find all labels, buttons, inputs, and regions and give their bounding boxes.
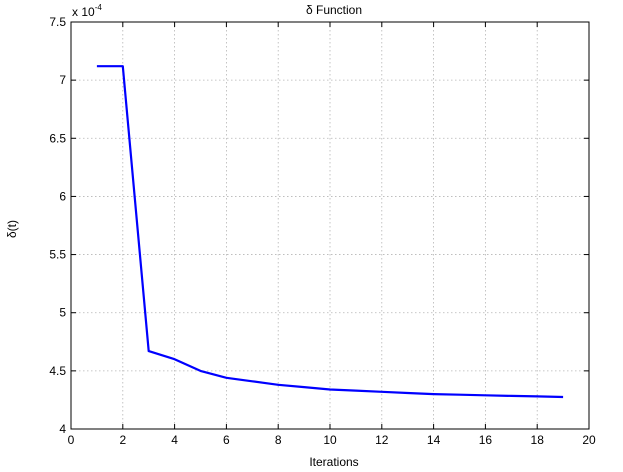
y-tick-label: 7 xyxy=(59,73,66,87)
x-tick-label: 20 xyxy=(582,433,596,447)
y-tick-label: 5.5 xyxy=(49,248,66,262)
x-tick-label: 8 xyxy=(275,433,282,447)
x-tick-label: 0 xyxy=(68,433,75,447)
y-tick-label: 6 xyxy=(59,189,66,203)
y-axis-label: δ(t) xyxy=(5,220,19,238)
x-tick-label: 14 xyxy=(427,433,441,447)
x-tick-label: 6 xyxy=(223,433,230,447)
y-scale-base: x 10 xyxy=(72,5,95,19)
tick-marks xyxy=(70,21,590,430)
y-tick-label: 7.5 xyxy=(49,15,66,29)
series-line-delta xyxy=(96,65,564,399)
x-tick-label: 18 xyxy=(531,433,545,447)
y-scale-exponent: -4 xyxy=(95,3,103,12)
x-tick-label: 2 xyxy=(119,433,126,447)
y-tick-label: 5 xyxy=(59,306,66,320)
y-tick-label: 6.5 xyxy=(49,131,66,145)
x-tick-label: 12 xyxy=(375,433,389,447)
x-tick-label: 16 xyxy=(479,433,493,447)
x-tick-labels: 0 2 4 6 8 10 12 14 16 18 20 xyxy=(68,433,596,447)
y-tick-label: 4 xyxy=(59,422,66,436)
chart-title: δ Function xyxy=(306,3,362,17)
y-tick-labels: 4 4.5 5 5.5 6 6.5 7 7.5 xyxy=(49,15,66,436)
x-tick-label: 10 xyxy=(323,433,337,447)
x-axis-label: Iterations xyxy=(309,455,358,469)
y-tick-label: 4.5 xyxy=(49,364,66,378)
y-scale-factor: x 10-4 xyxy=(72,3,102,19)
x-tick-label: 4 xyxy=(171,433,178,447)
